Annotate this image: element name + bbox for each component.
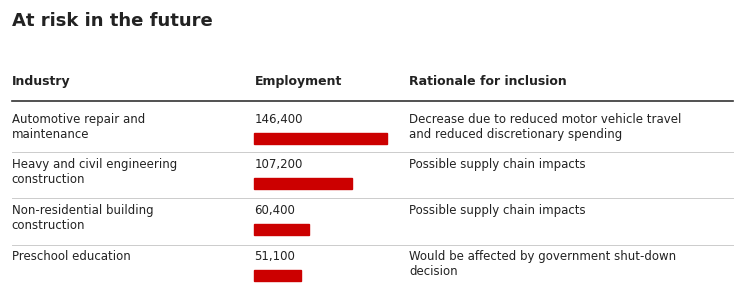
Text: Rationale for inclusion: Rationale for inclusion bbox=[409, 75, 567, 88]
Text: Possible supply chain impacts: Possible supply chain impacts bbox=[409, 158, 586, 171]
Text: Possible supply chain impacts: Possible supply chain impacts bbox=[409, 204, 586, 217]
Text: 146,400: 146,400 bbox=[255, 113, 303, 126]
Bar bbox=[255, 178, 351, 189]
Bar bbox=[255, 270, 301, 281]
Text: Preschool education: Preschool education bbox=[11, 250, 130, 263]
Text: Non-residential building
construction: Non-residential building construction bbox=[11, 204, 153, 232]
Text: Industry: Industry bbox=[11, 75, 70, 88]
Bar bbox=[255, 224, 309, 235]
Text: 60,400: 60,400 bbox=[255, 204, 296, 217]
Text: Heavy and civil engineering
construction: Heavy and civil engineering construction bbox=[11, 158, 176, 186]
Text: Automotive repair and
maintenance: Automotive repair and maintenance bbox=[11, 113, 145, 141]
Text: Employment: Employment bbox=[255, 75, 342, 88]
Bar bbox=[255, 133, 387, 144]
Text: At risk in the future: At risk in the future bbox=[11, 12, 213, 30]
Text: 107,200: 107,200 bbox=[255, 158, 303, 171]
Text: 51,100: 51,100 bbox=[255, 250, 296, 263]
Text: Decrease due to reduced motor vehicle travel
and reduced discretionary spending: Decrease due to reduced motor vehicle tr… bbox=[409, 113, 682, 141]
Text: Would be affected by government shut-down
decision: Would be affected by government shut-dow… bbox=[409, 250, 676, 278]
